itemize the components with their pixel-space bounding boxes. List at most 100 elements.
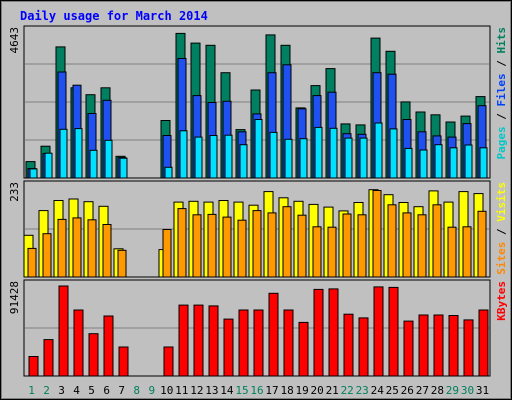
bar-kbytes-day-20	[313, 288, 324, 377]
bar-kbytes-day-21	[328, 288, 339, 377]
day-label-30: 30	[461, 384, 474, 397]
bar-pages-day-16	[254, 119, 263, 179]
bar-sites-day-5	[87, 219, 97, 278]
day-label-10: 10	[160, 384, 173, 397]
bar-kbytes-day-19	[298, 321, 309, 377]
bar-sites-day-4	[72, 217, 82, 278]
y-axis-max-label: 233	[8, 182, 21, 202]
day-label-16: 16	[250, 384, 263, 397]
bar-kbytes-day-17	[268, 292, 279, 377]
bar-sites-day-2	[42, 233, 52, 278]
bar-pages-day-21	[329, 127, 338, 179]
bar-pages-day-31	[479, 147, 488, 179]
bar-pages-day-25	[389, 128, 398, 179]
bar-kbytes-day-26	[403, 320, 414, 377]
bar-sites-day-31	[477, 210, 487, 278]
bar-sites-day-17	[267, 212, 277, 278]
bar-kbytes-day-10	[163, 346, 174, 377]
bar-pages-day-1	[29, 168, 38, 179]
day-label-1: 1	[28, 384, 35, 397]
bar-pages-day-15	[239, 144, 248, 179]
bar-sites-day-24	[372, 190, 382, 278]
y-axis-max-label: 4643	[8, 27, 21, 54]
bar-sites-day-26	[402, 212, 412, 278]
bar-kbytes-day-28	[433, 314, 444, 377]
bar-sites-day-11	[177, 208, 187, 278]
day-label-23: 23	[356, 384, 369, 397]
bar-sites-day-16	[252, 210, 262, 278]
bar-kbytes-day-2	[43, 339, 54, 377]
legend-separator: /	[495, 222, 508, 242]
bar-sites-day-30	[462, 226, 472, 278]
bar-pages-day-3	[59, 128, 68, 179]
bar-kbytes-day-30	[463, 319, 474, 377]
bar-kbytes-day-6	[103, 315, 114, 377]
bar-kbytes-day-13	[208, 305, 219, 377]
bar-sites-day-1	[27, 247, 37, 278]
bar-sites-day-28	[432, 204, 442, 278]
day-label-18: 18	[280, 384, 293, 397]
legend-sites: Sites	[495, 242, 508, 275]
legend-kbytes: KBytes	[495, 281, 508, 321]
bar-kbytes-day-31	[478, 309, 489, 377]
bar-kbytes-day-11	[178, 304, 189, 377]
day-label-2: 2	[43, 384, 50, 397]
day-label-20: 20	[310, 384, 323, 397]
day-label-12: 12	[190, 384, 203, 397]
bar-pages-day-28	[434, 144, 443, 179]
bar-pages-day-2	[44, 152, 53, 179]
legend-separator: /	[495, 54, 508, 74]
bar-sites-day-25	[387, 204, 397, 278]
bar-kbytes-day-12	[193, 304, 204, 377]
bar-sites-day-7	[117, 249, 127, 278]
bar-kbytes-day-1	[28, 356, 39, 377]
panel-hits-files-pages: 4643 Pages / Files / Hits	[8, 25, 508, 179]
bar-sites-day-21	[327, 226, 337, 278]
bar-pages-day-23	[359, 137, 368, 179]
bar-sites-day-20	[312, 226, 322, 278]
bar-sites-day-29	[447, 226, 457, 278]
bar-pages-day-18	[284, 138, 293, 179]
day-label-3: 3	[58, 384, 65, 397]
bar-kbytes-day-15	[238, 309, 249, 377]
bar-kbytes-day-3	[58, 285, 69, 377]
bar-pages-day-10	[164, 166, 173, 179]
day-label-7: 7	[118, 384, 125, 397]
chart-title: Daily usage for March 2014	[20, 9, 208, 23]
legend-separator: /	[495, 107, 508, 127]
day-label-5: 5	[88, 384, 95, 397]
panel-visits-sites: 233 Sites / Visits	[8, 180, 508, 278]
bar-sites-day-6	[102, 224, 112, 278]
day-label-22: 22	[341, 384, 354, 397]
x-axis-day-labels: 1 2 3 4 5 6 7 8 9 10 11 12 13 14 15 16 17 18 19 20 21 22 23 24 2…	[28, 384, 489, 397]
bar-kbytes-day-4	[73, 309, 84, 377]
bar-kbytes-day-23	[358, 317, 369, 377]
day-label-14: 14	[220, 384, 234, 397]
day-label-4: 4	[73, 384, 80, 397]
bar-pages-day-5	[89, 149, 98, 179]
legend-hits: Hits	[495, 27, 508, 54]
bar-sites-day-15	[237, 219, 247, 278]
bar-pages-day-30	[464, 144, 473, 179]
bar-sites-day-10	[162, 229, 172, 278]
bar-pages-day-26	[404, 147, 413, 179]
bar-pages-day-24	[374, 122, 383, 179]
bar-kbytes-day-7	[118, 346, 129, 377]
bar-pages-day-29	[449, 147, 458, 179]
bar-pages-day-13	[209, 135, 218, 179]
bar-pages-day-27	[419, 149, 428, 179]
chart-panels: 4643 Pages / Files / Hits 233 Sites / Visit…	[8, 25, 508, 377]
bar-kbytes-day-22	[343, 313, 354, 377]
day-label-26: 26	[401, 384, 414, 397]
bar-pages-day-22	[344, 137, 353, 179]
day-label-6: 6	[103, 384, 110, 397]
bar-sites-day-22	[342, 213, 352, 278]
bar-pages-day-11	[179, 130, 188, 179]
bar-kbytes-day-27	[418, 314, 429, 377]
bar-kbytes-day-29	[448, 315, 459, 377]
bar-sites-day-14	[222, 216, 232, 278]
day-label-24: 24	[371, 384, 385, 397]
bar-pages-day-14	[224, 134, 233, 179]
